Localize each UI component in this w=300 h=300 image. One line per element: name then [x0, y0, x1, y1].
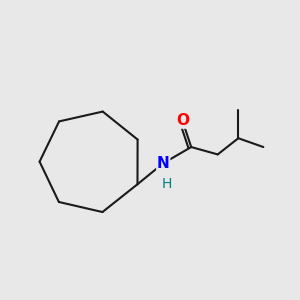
- Text: O: O: [176, 113, 189, 128]
- Text: N: N: [157, 156, 169, 171]
- Text: H: H: [162, 177, 172, 191]
